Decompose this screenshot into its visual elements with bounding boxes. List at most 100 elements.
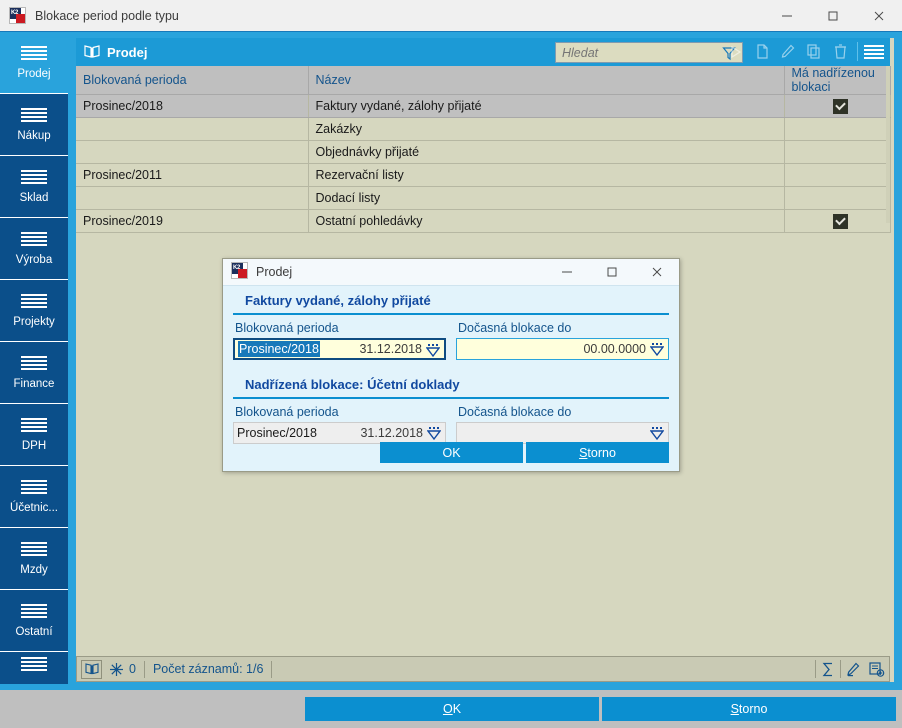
statusbar-divider bbox=[143, 660, 145, 678]
book-icon[interactable] bbox=[81, 659, 102, 679]
sidebar-item-label: Výroba bbox=[15, 253, 53, 266]
temp-block-input-2 bbox=[456, 422, 669, 444]
field-docasna-blokace-2: Dočasná blokace do bbox=[456, 405, 669, 444]
main-ok-button[interactable]: OK bbox=[305, 697, 599, 721]
hamburger-icon bbox=[21, 657, 47, 672]
sum-sigma-icon[interactable] bbox=[816, 658, 840, 680]
maximize-icon[interactable] bbox=[810, 0, 856, 31]
field-blokovana-perioda-1: Blokovaná perioda Prosinec/2018 31.12.20… bbox=[233, 321, 446, 360]
sidebar-item-finance[interactable]: Finance bbox=[0, 342, 68, 404]
k2-logo-icon: K2 bbox=[231, 262, 248, 282]
dialog-minimize-icon[interactable] bbox=[544, 259, 589, 286]
sidebar-item-dph[interactable]: DPH bbox=[0, 404, 68, 466]
delete-trash-icon[interactable] bbox=[829, 41, 851, 62]
grid-toolbar bbox=[725, 41, 884, 62]
main-storno-button[interactable]: Storno bbox=[602, 697, 896, 721]
table-row[interactable]: Objednávky přijaté bbox=[76, 140, 891, 164]
cell-period bbox=[76, 117, 309, 141]
window-controls bbox=[764, 0, 902, 31]
grid-statusbar: 0 Počet záznamů: 1/6 bbox=[76, 656, 890, 682]
dialog-maximize-icon[interactable] bbox=[589, 259, 634, 286]
sidebar-item-partial[interactable] bbox=[0, 652, 68, 684]
hamburger-icon bbox=[21, 603, 47, 619]
section1-fields: Blokovaná perioda Prosinec/2018 31.12.20… bbox=[223, 315, 679, 360]
field-docasna-blokace-1: Dočasná blokace do 00.00.0000 bbox=[456, 321, 669, 360]
sidebar-item-label: Projekty bbox=[13, 315, 55, 328]
statusbar-divider-2 bbox=[271, 660, 273, 678]
grid-title: Prodej bbox=[107, 44, 148, 60]
table-row[interactable]: Zakázky bbox=[76, 117, 891, 141]
sidebar-item-ostatn[interactable]: Ostatní bbox=[0, 590, 68, 652]
field-blokovana-perioda-2: Blokovaná perioda Prosinec/2018 31.12.20… bbox=[233, 405, 446, 444]
new-record-icon[interactable] bbox=[865, 658, 889, 680]
temp-block-date: 00.00.0000 bbox=[583, 342, 646, 356]
records-grid-panel: Prodej bbox=[76, 38, 891, 233]
temp-block-input-1[interactable]: 00.00.0000 bbox=[456, 338, 669, 360]
cell-name: Ostatní pohledávky bbox=[308, 209, 785, 233]
sidebar-item-sklad[interactable]: Sklad bbox=[0, 156, 68, 218]
cell-has-parent[interactable] bbox=[784, 163, 891, 187]
cell-period: Prosinec/2019 bbox=[76, 209, 309, 233]
sidebar-item-label: Ostatní bbox=[15, 625, 53, 638]
dialog-buttons: OK Storno bbox=[233, 442, 669, 463]
checkbox-checked-icon[interactable] bbox=[833, 98, 848, 114]
table-row[interactable]: Dodací listy bbox=[76, 186, 891, 210]
statusbar-right-divider-2 bbox=[840, 660, 841, 678]
hamburger-icon bbox=[21, 541, 47, 557]
dialog-close-icon[interactable] bbox=[634, 259, 679, 286]
main-content: Prodej bbox=[76, 38, 894, 682]
column-header-has-parent[interactable]: Má nadřízenou blokaci bbox=[784, 66, 891, 95]
minimize-icon[interactable] bbox=[764, 0, 810, 31]
column-header-period[interactable]: Blokovaná perioda bbox=[76, 66, 309, 95]
calendar-dropdown-icon bbox=[426, 426, 442, 444]
calendar-dropdown-icon[interactable] bbox=[425, 343, 441, 361]
sidebar-item-label: Sklad bbox=[19, 191, 49, 204]
play-icon[interactable] bbox=[725, 41, 747, 62]
cell-has-parent[interactable] bbox=[784, 117, 891, 141]
dialog-ok-button[interactable]: OK bbox=[380, 442, 523, 463]
snowflake-icon[interactable] bbox=[109, 662, 124, 677]
sidebar-item-v-roba[interactable]: Výroba bbox=[0, 218, 68, 280]
cell-has-parent[interactable] bbox=[784, 209, 891, 233]
table-row[interactable]: Prosinec/2011 Rezervační listy bbox=[76, 163, 891, 187]
dialog-window-controls bbox=[544, 259, 679, 286]
close-icon[interactable] bbox=[856, 0, 902, 31]
sidebar-item--etnic[interactable]: Účetnic... bbox=[0, 466, 68, 528]
table-row[interactable]: Prosinec/2019 Ostatní pohledávky bbox=[76, 209, 891, 233]
cell-has-parent[interactable] bbox=[784, 140, 891, 164]
calendar-dropdown-icon[interactable] bbox=[649, 342, 665, 360]
field-label: Blokovaná perioda bbox=[235, 321, 339, 335]
k2-logo-icon: K2 bbox=[9, 7, 26, 24]
field-label: Dočasná blokace do bbox=[458, 405, 572, 419]
hamburger-icon bbox=[21, 231, 47, 247]
sidebar-item-label: Prodej bbox=[17, 67, 51, 80]
hamburger-icon bbox=[21, 45, 47, 61]
checkbox-checked-icon[interactable] bbox=[833, 213, 848, 229]
sidebar-navigation: Prodej Nákup Sklad Výroba Projekty Finance DPH… bbox=[0, 32, 68, 690]
cell-has-parent[interactable] bbox=[784, 186, 891, 210]
sidebar-item-n-kup[interactable]: Nákup bbox=[0, 94, 68, 156]
cell-has-parent[interactable] bbox=[784, 94, 891, 118]
edit-pencil-icon[interactable] bbox=[841, 658, 865, 680]
hamburger-menu-icon[interactable] bbox=[864, 44, 884, 59]
column-header-name[interactable]: Název bbox=[308, 66, 785, 95]
table-row[interactable]: Prosinec/2018 Faktury vydané, zálohy přij… bbox=[76, 94, 891, 118]
cell-name: Dodací listy bbox=[308, 186, 785, 210]
search-input[interactable] bbox=[562, 45, 712, 60]
copy-icon[interactable] bbox=[803, 41, 825, 62]
hamburger-icon bbox=[21, 169, 47, 185]
storno-rest: torno bbox=[587, 445, 616, 460]
period-input-1[interactable]: Prosinec/2018 31.12.2018 bbox=[233, 338, 446, 360]
cell-period bbox=[76, 186, 309, 210]
sidebar-item-mzdy[interactable]: Mzdy bbox=[0, 528, 68, 590]
sidebar-item-projekty[interactable]: Projekty bbox=[0, 280, 68, 342]
edit-pencil-icon[interactable] bbox=[777, 41, 799, 62]
dialog-storno-button[interactable]: Storno bbox=[526, 442, 669, 463]
sidebar-item-prodej[interactable]: Prodej bbox=[0, 32, 68, 94]
record-count-text: Počet záznamů: 1/6 bbox=[152, 662, 264, 676]
hamburger-icon bbox=[21, 107, 47, 123]
new-document-icon[interactable] bbox=[751, 41, 773, 62]
search-box[interactable] bbox=[555, 42, 743, 63]
dialog-body: Faktury vydané, zálohy přijaté Blokovaná… bbox=[223, 286, 679, 472]
